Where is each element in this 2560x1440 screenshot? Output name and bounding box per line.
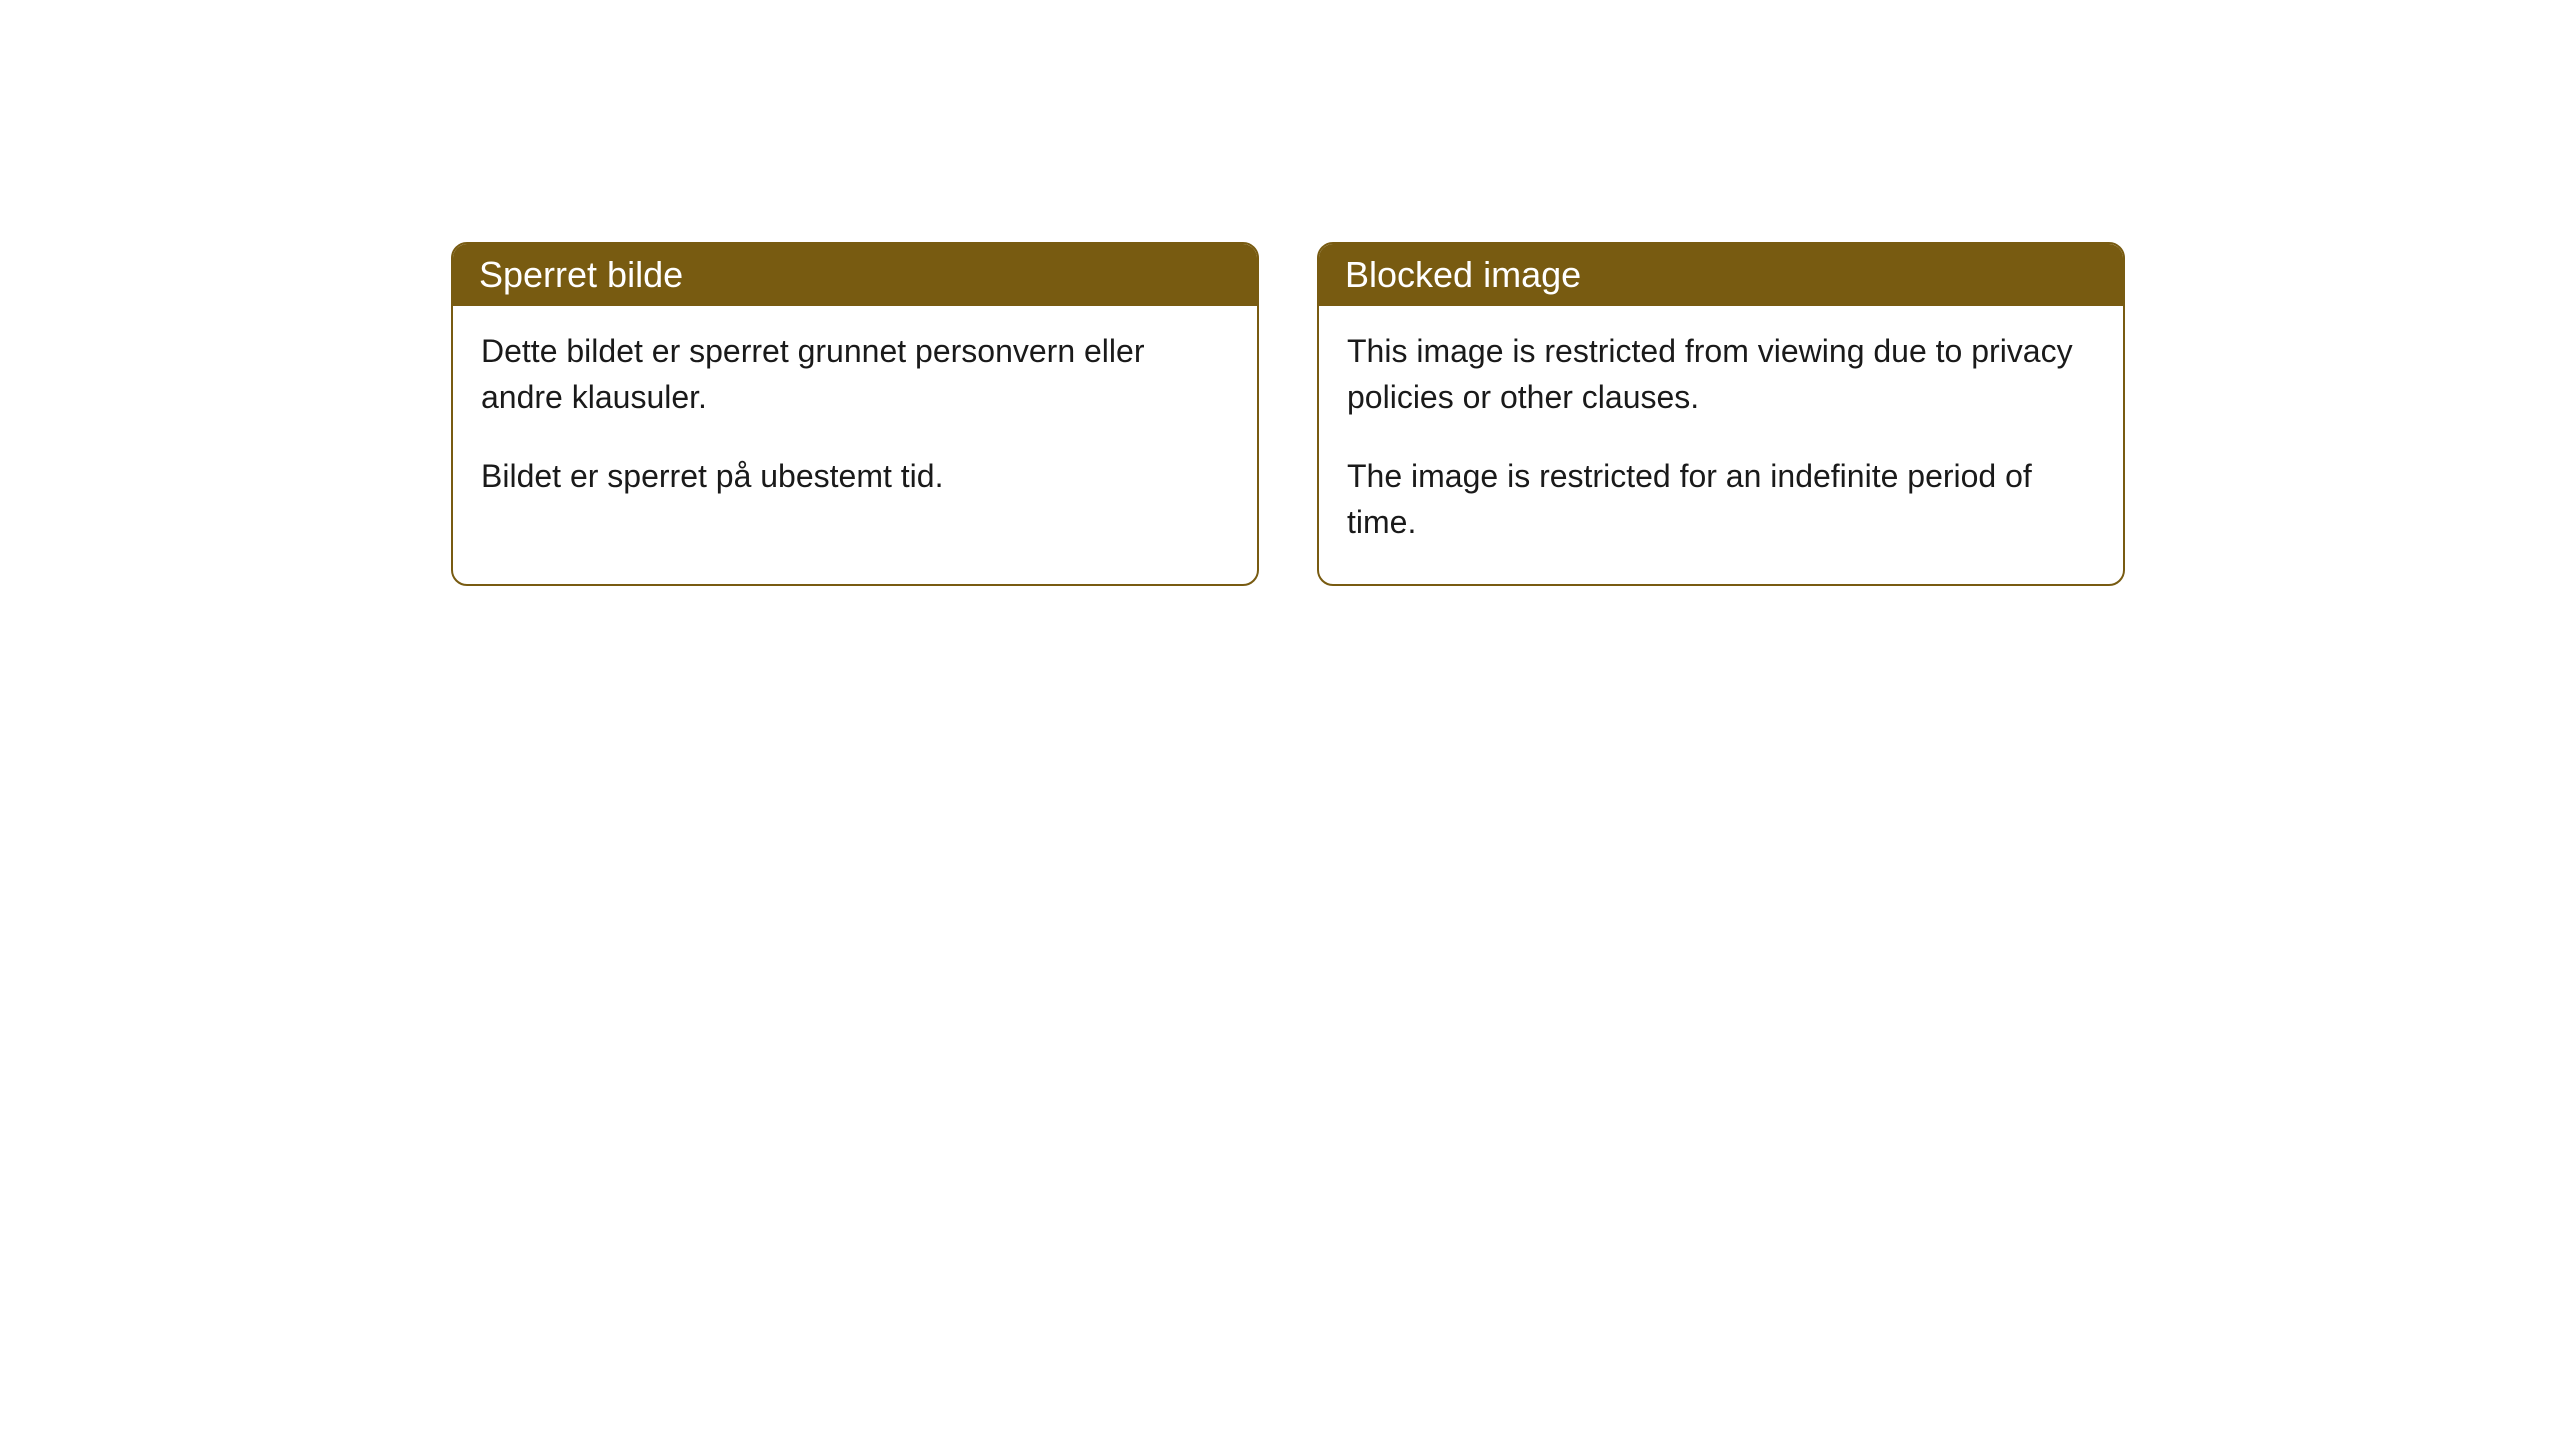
card-body-norwegian: Dette bildet er sperret grunnet personve… [453, 306, 1257, 537]
notice-cards-container: Sperret bilde Dette bildet er sperret gr… [451, 242, 2125, 586]
notice-text-english-line2: The image is restricted for an indefinit… [1347, 453, 2095, 546]
notice-text-norwegian-line1: Dette bildet er sperret grunnet personve… [481, 328, 1229, 421]
notice-text-english-line1: This image is restricted from viewing du… [1347, 328, 2095, 421]
card-header-norwegian: Sperret bilde [453, 244, 1257, 306]
notice-text-norwegian-line2: Bildet er sperret på ubestemt tid. [481, 453, 1229, 499]
blocked-image-card-english: Blocked image This image is restricted f… [1317, 242, 2125, 586]
card-body-english: This image is restricted from viewing du… [1319, 306, 2123, 584]
card-header-english: Blocked image [1319, 244, 2123, 306]
blocked-image-card-norwegian: Sperret bilde Dette bildet er sperret gr… [451, 242, 1259, 586]
